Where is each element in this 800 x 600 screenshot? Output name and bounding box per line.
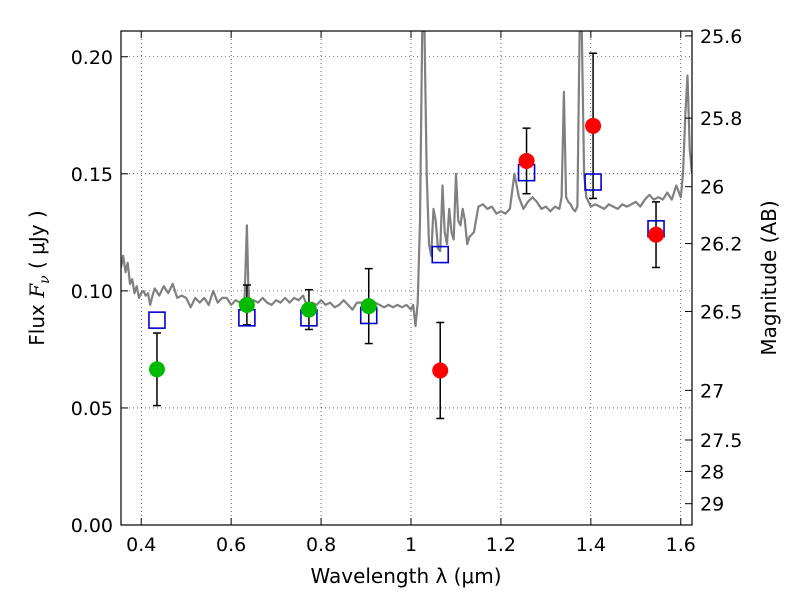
y2-tick-label: 27.5 xyxy=(700,430,742,452)
axis-ticks: 0.4 0.6 0.8 1 1.2 1.4 1.6 0.00 0.05 0.10 0.15 0.20 2… xyxy=(71,26,743,556)
y2-tick-label: 26.2 xyxy=(700,234,742,256)
y2-tick-label: 26.5 xyxy=(700,301,742,323)
x-tick-label: 0.8 xyxy=(306,534,336,556)
x-tick-label: 1 xyxy=(405,534,417,556)
x-tick-label: 0.4 xyxy=(126,534,156,556)
y2-tick-label: 26 xyxy=(700,177,724,199)
model-photometry-square xyxy=(431,245,450,264)
y-tick-label: 0.15 xyxy=(71,164,113,186)
y2-tick-label: 25.8 xyxy=(700,108,742,130)
x-tick-label: 1.6 xyxy=(666,534,696,556)
y-axis-label-symbol: F xyxy=(25,283,49,299)
observed-flux-point xyxy=(148,361,165,378)
y2-tick-label: 27 xyxy=(700,380,724,402)
plot-area xyxy=(121,31,692,420)
observed-flux-point xyxy=(518,152,535,169)
observed-flux-point xyxy=(300,301,317,318)
y-tick-label: 0.00 xyxy=(71,515,113,537)
y-tick-label: 0.10 xyxy=(71,281,113,303)
x-tick-label: 1.4 xyxy=(576,534,606,556)
y-tick-label: 0.20 xyxy=(71,47,113,69)
observed-flux-point xyxy=(432,362,449,379)
model-spectrum-line xyxy=(121,31,692,328)
y-axis-label-suffix: ( μJy ) xyxy=(25,210,49,275)
observed-flux-point xyxy=(585,117,602,134)
x-axis-label: Wavelength λ (μm) xyxy=(310,564,501,588)
plot-frame xyxy=(120,30,693,526)
y2-tick-label: 25.6 xyxy=(700,26,742,48)
y2-tick-label: 28 xyxy=(700,461,724,483)
observed-flux-point xyxy=(238,296,255,313)
y-axis-label-subscript: ν xyxy=(37,275,53,284)
observed-flux-point xyxy=(360,298,377,315)
x-tick-label: 1.2 xyxy=(486,534,516,556)
observed-flux-point xyxy=(648,226,665,243)
y-axis-label-prefix: Flux xyxy=(25,298,49,346)
model-photometry-square xyxy=(148,311,166,329)
x-tick-label: 0.6 xyxy=(216,534,246,556)
y-tick-label: 0.05 xyxy=(71,398,113,420)
model-photometry-square xyxy=(584,173,602,191)
right-y-axis-label: Magnitude (AB) xyxy=(757,200,781,355)
y2-tick-label: 29 xyxy=(700,494,724,516)
y-axis-label: Flux Fν ( μJy ) xyxy=(25,210,53,345)
grid-lines xyxy=(121,31,692,526)
